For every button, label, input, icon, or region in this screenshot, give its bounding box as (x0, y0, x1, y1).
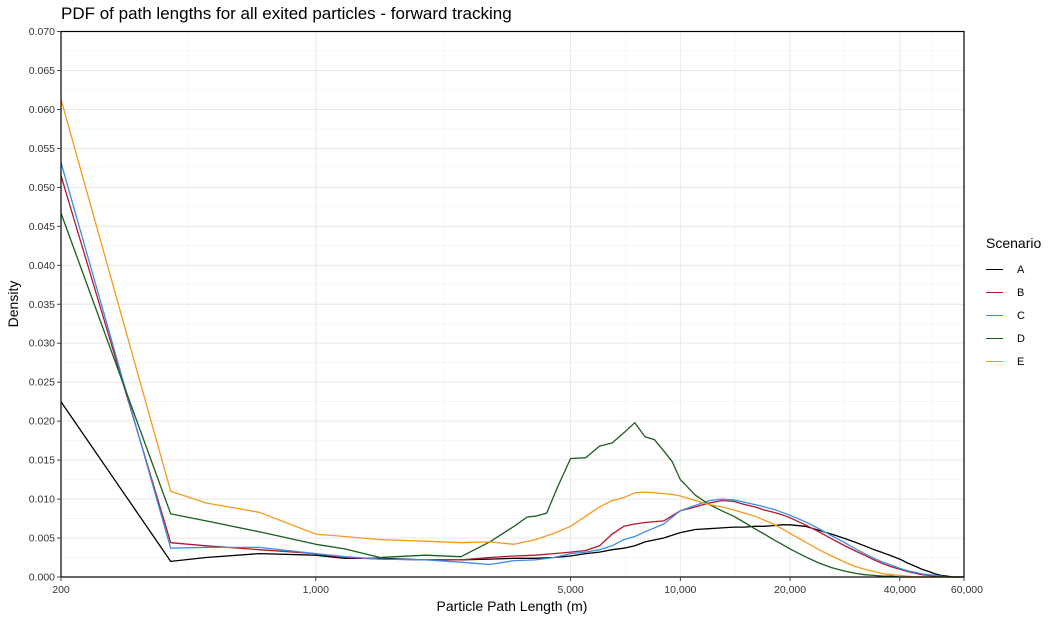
y-tick-label: 0.025 (29, 377, 55, 389)
y-tick-label: 0.045 (29, 221, 55, 233)
legend-item-b: B (986, 281, 1041, 304)
y-tick-label: 0.005 (29, 533, 55, 545)
legend-item-e: E (986, 350, 1041, 373)
y-tick-label: 0.020 (29, 416, 55, 428)
series-line-b (60, 175, 964, 578)
y-tick-label: 0.035 (29, 299, 55, 311)
legend-swatch (986, 269, 1003, 270)
legend-label: C (1017, 309, 1025, 322)
x-tick-label: 5,000 (557, 584, 583, 596)
series-line-e (60, 99, 964, 578)
legend-label: B (1017, 286, 1025, 299)
legend-label: D (1017, 332, 1025, 345)
x-tick-label: 60,000 (951, 584, 983, 596)
series-lines (60, 99, 964, 578)
legend-label: E (1017, 355, 1025, 368)
chart-title: PDF of path lengths for all exited parti… (61, 4, 512, 23)
x-tick-label: 1,000 (303, 584, 329, 596)
legend-swatch (986, 315, 1003, 316)
x-tick-label: 200 (52, 584, 70, 596)
legend-label: A (1017, 263, 1025, 276)
legend-swatch (986, 361, 1003, 362)
x-axis: 200 1,000 5,000 10,000 20,000 40,000 60,000 (52, 577, 983, 596)
legend-item-d: D (986, 327, 1041, 350)
legend-item-a: A (986, 258, 1041, 281)
legend-swatch (986, 292, 1003, 293)
series-line-c (60, 162, 964, 578)
legend-title: Scenario (986, 235, 1042, 251)
y-tick-label: 0.030 (29, 338, 55, 350)
grid-lines (60, 31, 965, 578)
series-line-d (60, 212, 964, 578)
x-tick-label: 40,000 (884, 584, 916, 596)
series-line-a (60, 401, 964, 578)
x-axis-label: Particle Path Length (m) (437, 598, 588, 614)
y-tick-label: 0.010 (29, 494, 55, 506)
y-tick-label: 0.000 (29, 572, 55, 584)
y-axis-label: Density (5, 281, 21, 328)
legend-swatch (986, 338, 1003, 339)
y-tick-label: 0.050 (29, 182, 55, 194)
y-tick-label: 0.015 (29, 455, 55, 467)
y-tick-label: 0.060 (29, 104, 55, 116)
y-tick-label: 0.070 (29, 26, 55, 38)
y-tick-label: 0.040 (29, 260, 55, 272)
y-axis: 0.000 0.005 0.010 0.015 0.020 0.025 0.030 0.035… (29, 26, 61, 584)
x-tick-label: 20,000 (774, 584, 806, 596)
legend-item-c: C (986, 304, 1041, 327)
y-tick-label: 0.065 (29, 65, 55, 77)
y-tick-label: 0.055 (29, 143, 55, 155)
x-tick-label: 10,000 (664, 584, 696, 596)
